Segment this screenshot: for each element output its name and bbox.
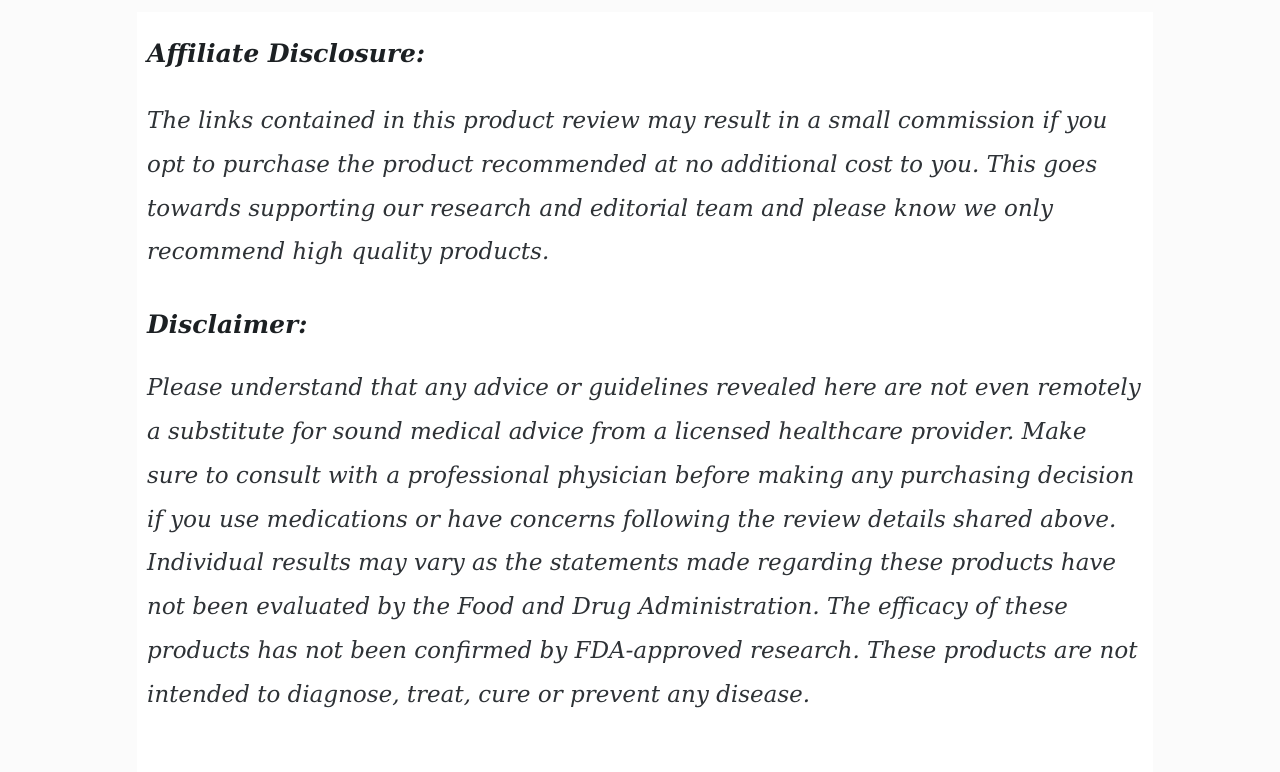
- article-body: Affiliate Disclosure: The links containe…: [137, 12, 1150, 718]
- affiliate-disclosure-heading: Affiliate Disclosure:: [147, 39, 426, 68]
- affiliate-disclosure-section: Affiliate Disclosure: The links containe…: [147, 26, 1144, 275]
- affiliate-disclosure-paragraph: The links contained in this product revi…: [147, 108, 1108, 266]
- content-card: Affiliate Disclosure: The links containe…: [137, 12, 1153, 772]
- disclaimer-paragraph: Please understand that any advice or gui…: [147, 375, 1141, 708]
- disclaimer-section: Disclaimer: Please understand that any a…: [147, 275, 1144, 717]
- disclaimer-heading: Disclaimer:: [147, 310, 308, 340]
